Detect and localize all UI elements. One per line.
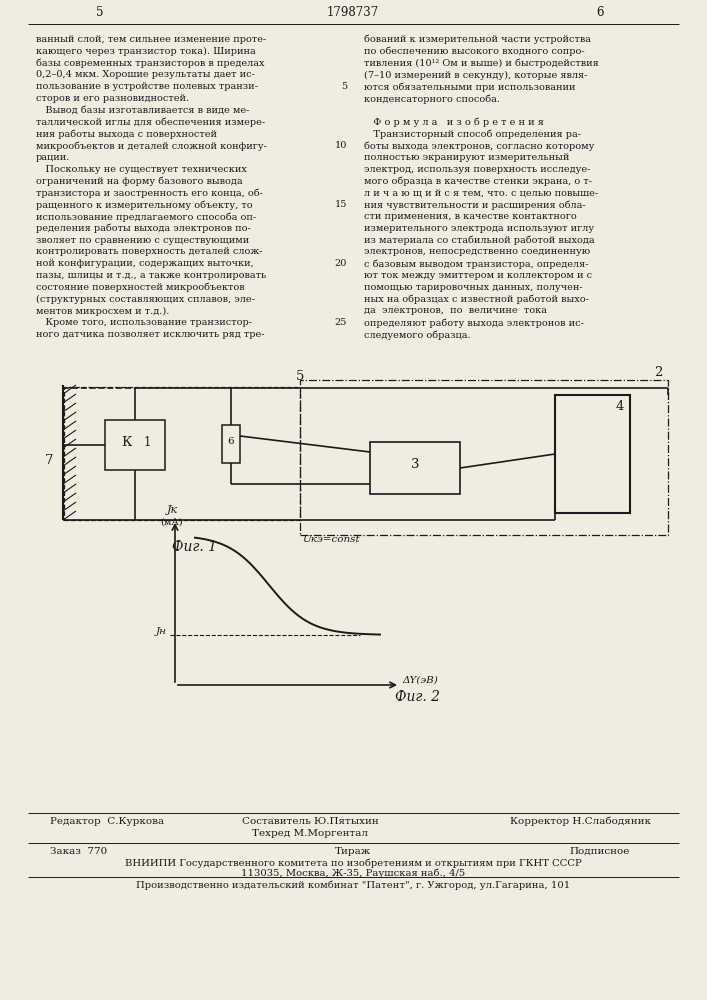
Text: 5: 5: [341, 82, 347, 91]
Text: Составитель Ю.Пятыхин: Составитель Ю.Пятыхин: [242, 817, 378, 826]
Text: зволяет по сравнению с существующими: зволяет по сравнению с существующими: [36, 236, 250, 245]
Text: ограничений на форму базового вывода: ограничений на форму базового вывода: [36, 177, 243, 186]
Text: ределения работы выхода электронов по-: ределения работы выхода электронов по-: [36, 224, 251, 233]
Text: Заказ  770: Заказ 770: [50, 847, 107, 856]
Bar: [370, 442, 460, 494]
Text: конденсаторного способа.: конденсаторного способа.: [364, 94, 500, 104]
Text: по обеспечению высокого входного сопро-: по обеспечению высокого входного сопро-: [364, 47, 585, 56]
Text: 5: 5: [296, 370, 304, 383]
Text: К: К: [121, 436, 132, 448]
Text: ВНИИПИ Государственного комитета по изобретениям и открытиям при ГКНТ СССР: ВНИИПИ Государственного комитета по изоб…: [124, 858, 581, 867]
Text: пазы, шлицы и т.д., а также контролировать: пазы, шлицы и т.д., а также контролирова…: [36, 271, 267, 280]
Text: контролировать поверхность деталей слож-: контролировать поверхность деталей слож-: [36, 247, 262, 256]
Text: 0,2–0,4 мкм. Хорошие результаты дает ис-: 0,2–0,4 мкм. Хорошие результаты дает ис-: [36, 70, 255, 79]
Text: ются обязательными при использовании: ются обязательными при использовании: [364, 82, 575, 92]
Text: транзистора и заостренность его конца, об-: транзистора и заостренность его конца, о…: [36, 188, 263, 198]
Text: Подписное: Подписное: [570, 847, 630, 856]
Text: ного датчика позволяет исключить ряд тре-: ного датчика позволяет исключить ряд тре…: [36, 330, 264, 339]
Text: пользование в устройстве полевых транзи-: пользование в устройстве полевых транзи-: [36, 82, 258, 91]
Text: 3: 3: [411, 458, 419, 472]
Text: Вывод базы изготавливается в виде ме-: Вывод базы изготавливается в виде ме-: [36, 106, 250, 115]
Text: 10: 10: [334, 141, 347, 150]
Text: тивления (10¹² Ом и выше) и быстродействия: тивления (10¹² Ом и выше) и быстродейств…: [364, 59, 599, 68]
Text: Uкэ=const: Uкэ=const: [303, 535, 360, 544]
Text: ния чувствительности и расширения обла-: ния чувствительности и расширения обла-: [364, 200, 585, 210]
Text: ных на образцах с известной работой выхо-: ных на образцах с известной работой выхо…: [364, 295, 589, 304]
Text: сти применения, в качестве контактного: сти применения, в качестве контактного: [364, 212, 577, 221]
Text: 25: 25: [334, 318, 347, 327]
Text: 5: 5: [96, 5, 104, 18]
Text: рации.: рации.: [36, 153, 71, 162]
Text: Тираж: Тираж: [335, 847, 371, 856]
Text: Фиг. 2: Фиг. 2: [395, 690, 440, 704]
Text: следуемого образца.: следуемого образца.: [364, 330, 471, 340]
Text: 2: 2: [654, 365, 662, 378]
Text: 4: 4: [616, 400, 624, 414]
Text: ной конфигурации, содержащих выточки,: ной конфигурации, содержащих выточки,: [36, 259, 254, 268]
Text: ращенного к измерительному объекту, то: ращенного к измерительному объекту, то: [36, 200, 252, 210]
Bar: [222, 425, 240, 463]
Text: использование предлагаемого способа оп-: использование предлагаемого способа оп-: [36, 212, 256, 222]
Text: Редактор  С.Куркова: Редактор С.Куркова: [50, 817, 164, 826]
Text: Техред М.Моргентал: Техред М.Моргентал: [252, 829, 368, 838]
Text: 20: 20: [334, 259, 347, 268]
Text: ментов микросхем и т.д.).: ментов микросхем и т.д.).: [36, 306, 170, 316]
Text: 6: 6: [596, 5, 604, 18]
Text: мого образца в качестве стенки экрана, о т-: мого образца в качестве стенки экрана, о…: [364, 177, 592, 186]
Text: из материала со стабильной работой выхода: из материала со стабильной работой выход…: [364, 236, 595, 245]
Text: Фиг. 1: Фиг. 1: [173, 540, 218, 554]
Text: 15: 15: [334, 200, 347, 209]
Text: ΔY(эВ): ΔY(эВ): [402, 676, 438, 684]
Text: Поскольку не существует технических: Поскольку не существует технических: [36, 165, 247, 174]
Text: л и ч а ю щ и й с я тем, что. с целью повыше-: л и ч а ю щ и й с я тем, что. с целью по…: [364, 188, 598, 197]
Text: микрообъектов и деталей сложной конфигу-: микрообъектов и деталей сложной конфигу-: [36, 141, 267, 151]
Text: сторов и его разновидностей.: сторов и его разновидностей.: [36, 94, 189, 103]
Text: боты выхода электронов, согласно которому: боты выхода электронов, согласно котором…: [364, 141, 595, 151]
Text: Jк: Jк: [166, 505, 177, 515]
Text: Jн: Jн: [156, 628, 167, 637]
Text: Корректор Н.Слабодяник: Корректор Н.Слабодяник: [510, 817, 650, 826]
Text: (структурных составляющих сплавов, эле-: (структурных составляющих сплавов, эле-: [36, 295, 255, 304]
Bar: [555, 395, 630, 513]
Bar: [105, 420, 165, 470]
Text: (7–10 измерений в секунду), которые явля-: (7–10 измерений в секунду), которые явля…: [364, 70, 588, 80]
Text: 6: 6: [228, 436, 234, 446]
Text: полностью экранируют измерительный: полностью экранируют измерительный: [364, 153, 569, 162]
Text: помощью тарировочных данных, получен-: помощью тарировочных данных, получен-: [364, 283, 583, 292]
Text: таллической иглы для обеспечения измере-: таллической иглы для обеспечения измере-: [36, 118, 265, 127]
Text: 1798737: 1798737: [327, 5, 379, 18]
Text: определяют работу выхода электронов ис-: определяют работу выхода электронов ис-: [364, 318, 584, 328]
Text: состояние поверхностей микрообъектов: состояние поверхностей микрообъектов: [36, 283, 245, 292]
Text: измерительного электрода используют иглу: измерительного электрода используют иглу: [364, 224, 594, 233]
Text: 113035, Москва, Ж-35, Раушская наб., 4/5: 113035, Москва, Ж-35, Раушская наб., 4/5: [241, 869, 465, 879]
Text: ния работы выхода с поверхностей: ния работы выхода с поверхностей: [36, 129, 217, 139]
Text: Ф о р м у л а   и з о б р е т е н и я: Ф о р м у л а и з о б р е т е н и я: [364, 118, 544, 127]
Text: 1: 1: [144, 436, 151, 448]
Text: базы современных транзисторов в пределах: базы современных транзисторов в пределах: [36, 59, 264, 68]
Text: электрод, используя поверхность исследуе-: электрод, используя поверхность исследуе…: [364, 165, 590, 174]
Text: кающего через транзистор тока). Ширина: кающего через транзистор тока). Ширина: [36, 47, 256, 56]
Text: 7: 7: [45, 454, 53, 466]
Text: бований к измерительной части устройства: бований к измерительной части устройства: [364, 35, 591, 44]
Text: электронов, непосредственно соединенную: электронов, непосредственно соединенную: [364, 247, 590, 256]
Text: (мА): (мА): [160, 518, 183, 527]
Text: Транзисторный способ определения ра-: Транзисторный способ определения ра-: [364, 129, 581, 139]
Text: ванный слой, тем сильнее изменение проте-: ванный слой, тем сильнее изменение проте…: [36, 35, 267, 44]
Text: ют ток между эмиттером и коллектором и с: ют ток между эмиттером и коллектором и с: [364, 271, 592, 280]
Text: Производственно издательский комбинат "Патент", г. Ужгород, ул.Гагарина, 101: Производственно издательский комбинат "П…: [136, 881, 570, 890]
Text: да  электронов,  по  величине  тока: да электронов, по величине тока: [364, 306, 547, 315]
Text: с базовым выводом транзистора, определя-: с базовым выводом транзистора, определя-: [364, 259, 588, 269]
Text: Кроме того, использование транзистор-: Кроме того, использование транзистор-: [36, 318, 252, 327]
